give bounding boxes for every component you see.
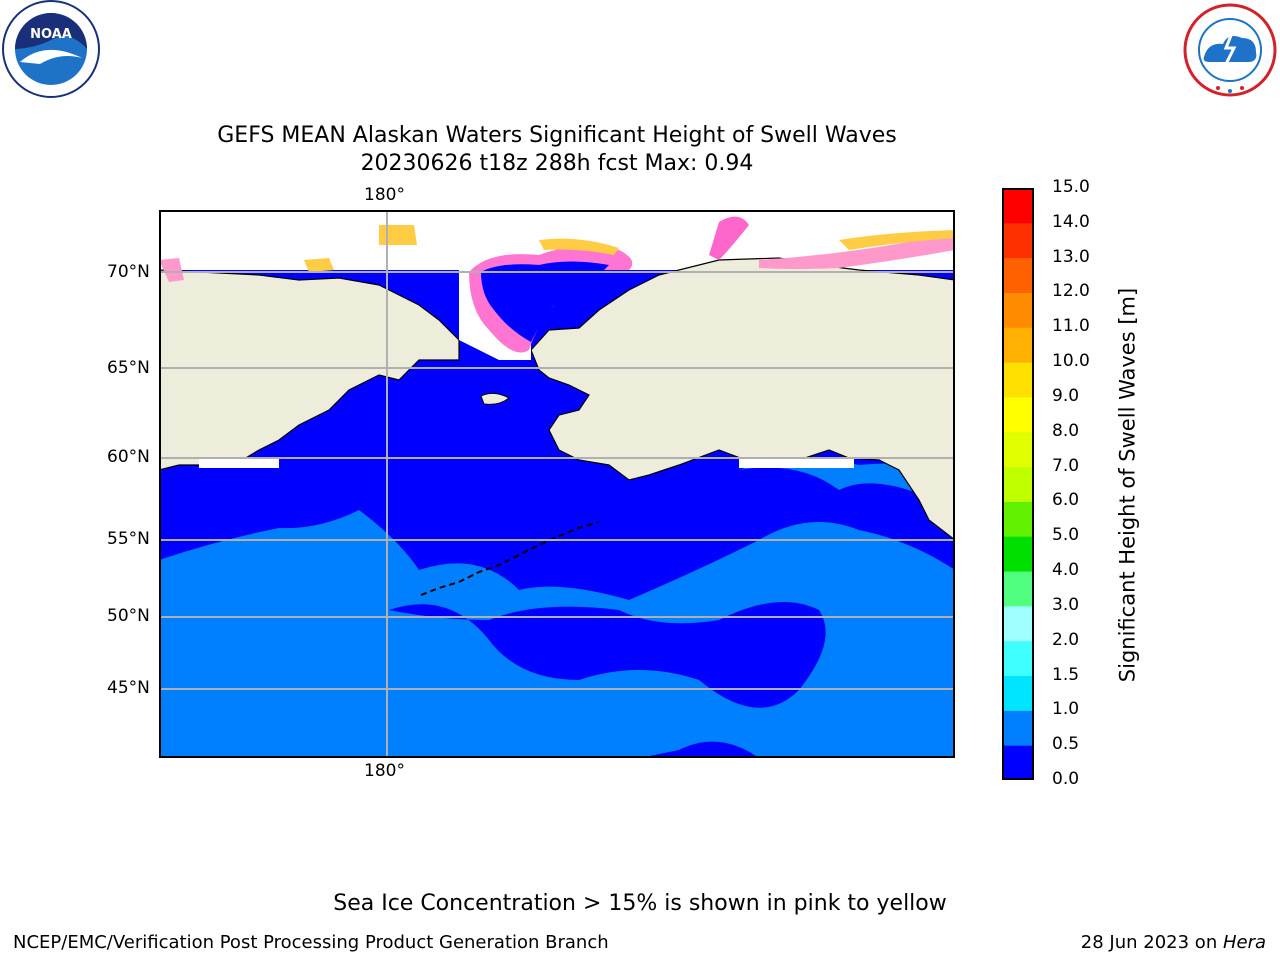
svg-text:NOAA: NOAA bbox=[30, 27, 72, 42]
colorbar bbox=[1002, 188, 1034, 781]
colorbar-swatch bbox=[1002, 396, 1034, 433]
colorbar-swatch bbox=[1002, 640, 1034, 677]
colorbar-swatch bbox=[1002, 501, 1034, 537]
footer-host: Hera bbox=[1222, 932, 1266, 953]
colorbar-swatch bbox=[1002, 571, 1034, 607]
sea-ice-note: Sea Ice Concentration > 15% is shown in … bbox=[333, 891, 947, 916]
colorbar-swatch bbox=[1002, 257, 1034, 293]
colorbar-tick-label: 7.0 bbox=[1052, 455, 1080, 476]
swell-band-0-0.5 bbox=[389, 602, 826, 708]
footer-date: 28 Jun 2023 on Hera bbox=[1081, 932, 1266, 953]
colorbar-swatch bbox=[1002, 431, 1034, 468]
colorbar-tick-label: 0.5 bbox=[1052, 734, 1080, 755]
chart-title: GEFS MEAN Alaskan Waters Significant Hei… bbox=[217, 123, 897, 148]
colorbar-swatch bbox=[1002, 327, 1034, 363]
colorbar-label: Significant Height of Swell Waves [m] bbox=[1115, 287, 1140, 683]
colorbar-tick-label: 9.0 bbox=[1052, 385, 1080, 406]
colorbar-tick-label: 10.0 bbox=[1052, 351, 1090, 372]
colorbar-swatches bbox=[1002, 188, 1034, 781]
map-panel bbox=[159, 210, 955, 758]
lat-label-65: 65°N bbox=[107, 358, 150, 378]
chart-subtitle: 20230626 t18z 288h fcst Max: 0.94 bbox=[360, 151, 754, 176]
aleutian-islands bbox=[420, 521, 600, 596]
colorbar-tick-label: 6.0 bbox=[1052, 490, 1080, 511]
colorbar-tick-label: 1.5 bbox=[1052, 664, 1080, 685]
nws-logo bbox=[1178, 2, 1280, 98]
colorbar-swatch bbox=[1002, 710, 1034, 746]
landmass-alaska bbox=[530, 257, 955, 541]
map-canvas bbox=[159, 210, 955, 758]
colorbar-tick-label: 4.0 bbox=[1052, 560, 1080, 581]
colorbar-tick-label: 5.0 bbox=[1052, 525, 1080, 546]
lat-label-45: 45°N bbox=[107, 678, 150, 698]
lon-label-top: 180° bbox=[364, 185, 405, 205]
lat-label-60: 60°N bbox=[107, 447, 150, 467]
colorbar-swatch bbox=[1002, 292, 1034, 328]
colorbar-tick-label: 2.0 bbox=[1052, 629, 1080, 650]
colorbar-swatch bbox=[1002, 605, 1034, 642]
colorbar-tick-label: 13.0 bbox=[1052, 246, 1090, 267]
footer-credit: NCEP/EMC/Verification Post Processing Pr… bbox=[13, 932, 609, 953]
colorbar-tick-label: 8.0 bbox=[1052, 420, 1080, 441]
colorbar-tick-label: 12.0 bbox=[1052, 281, 1090, 302]
noaa-logo: NOAA bbox=[0, 0, 104, 100]
colorbar-tick-label: 3.0 bbox=[1052, 594, 1080, 615]
colorbar-swatch bbox=[1002, 222, 1034, 259]
colorbar-tick-label: 11.0 bbox=[1052, 316, 1090, 337]
footer-date-text: 28 Jun 2023 on bbox=[1080, 932, 1223, 953]
colorbar-swatch bbox=[1002, 745, 1034, 781]
lon-label-bottom: 180° bbox=[364, 761, 405, 781]
colorbar-tick-label: 15.0 bbox=[1052, 177, 1090, 197]
colorbar-tick-label: 14.0 bbox=[1052, 211, 1090, 232]
graticule bbox=[159, 210, 955, 758]
colorbar-tick-label: 1.0 bbox=[1052, 699, 1080, 720]
lat-label-70: 70°N bbox=[107, 262, 150, 282]
colorbar-tick-label: 0.0 bbox=[1052, 769, 1080, 789]
colorbar-swatch bbox=[1002, 466, 1034, 502]
colorbar-swatch bbox=[1002, 675, 1034, 711]
colorbar-swatch bbox=[1002, 536, 1034, 572]
lat-label-55: 55°N bbox=[107, 529, 150, 549]
colorbar-swatch bbox=[1002, 188, 1034, 224]
lat-label-50: 50°N bbox=[107, 606, 150, 626]
colorbar-swatch bbox=[1002, 362, 1034, 398]
